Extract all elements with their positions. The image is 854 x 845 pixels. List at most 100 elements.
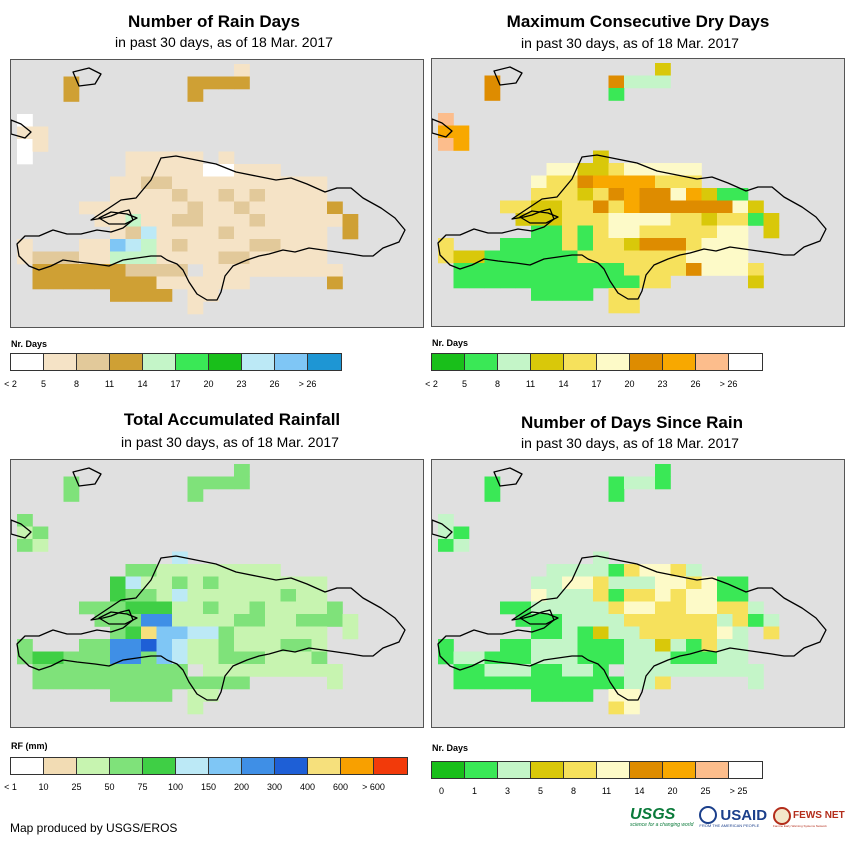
grid-cell (686, 651, 702, 665)
grid-cell (172, 151, 188, 165)
grid-cell (624, 238, 640, 251)
legend-swatch (630, 762, 663, 778)
grid-cell (701, 664, 718, 677)
grid-cell (265, 626, 281, 640)
legend-label: 0 (438, 786, 444, 796)
grid-cell (546, 175, 563, 189)
map-total-rainfall[interactable] (10, 459, 424, 728)
grid-cell (141, 614, 157, 627)
grid-cell (156, 289, 173, 302)
grid-cell (546, 564, 563, 577)
grid-cell (686, 639, 702, 652)
grid-cell (141, 651, 157, 665)
grid-cell (577, 664, 594, 677)
grid-cell (203, 289, 219, 302)
grid-cell (63, 276, 80, 290)
grid-cell (500, 639, 516, 652)
grid-cell (218, 239, 235, 252)
legend-swatch (531, 762, 564, 778)
grid-cell (469, 651, 485, 665)
grid-cell (32, 264, 49, 277)
panel-subtitle-total-rainfall: in past 30 days, as of 18 Mar. 2017 (121, 434, 339, 450)
grid-cell (203, 264, 219, 277)
grid-cell (438, 639, 454, 652)
grid-cell (17, 639, 33, 652)
grid-cell (546, 288, 563, 301)
grid-cell (296, 626, 312, 640)
grid-cell (732, 664, 749, 677)
map-rain-days[interactable] (10, 59, 424, 328)
legend-swatch (209, 354, 242, 370)
grid-cell (624, 676, 640, 690)
grid-cell (156, 214, 173, 227)
grid-cell (655, 213, 671, 226)
grid-cell (686, 188, 702, 201)
grid-cell (280, 226, 297, 240)
grid-cell (670, 263, 687, 276)
grid-cell (280, 214, 297, 227)
grid-cell (156, 589, 173, 602)
grid-cell (218, 476, 235, 490)
grid-cell (234, 576, 250, 590)
grid-cell (593, 676, 609, 690)
grid-cell (546, 689, 563, 702)
grid-cell (608, 300, 625, 314)
grid-cell (63, 676, 80, 690)
grid-cell (624, 601, 640, 615)
grid-cell (608, 476, 625, 490)
grid-cell (624, 664, 640, 677)
grid-cell (125, 664, 142, 677)
grid-cell (203, 76, 219, 90)
grid-cell (701, 639, 718, 652)
grid-cell (249, 201, 266, 215)
grid-cell (218, 651, 235, 665)
grid-cell (249, 189, 266, 202)
map-max-dry-days[interactable] (431, 58, 845, 327)
map-canvas (432, 63, 827, 314)
grid-cell (203, 251, 219, 265)
legend-label: < 1 (4, 782, 17, 792)
grid-cell (327, 214, 343, 227)
grid-cell (125, 226, 142, 240)
grid-cell (187, 489, 204, 502)
grid-cell (670, 175, 687, 189)
grid-cell (265, 264, 281, 277)
grid-cell (218, 176, 235, 190)
legend-label: > 26 (719, 379, 738, 389)
grid-cell (141, 164, 157, 177)
grid-cell (48, 276, 64, 290)
grid-cell (234, 676, 250, 690)
grid-cell (79, 201, 95, 215)
legend-labels-max-dry-days: < 2 5 8 11 14 17 20 23 26 > 26 (415, 379, 745, 389)
map-days-since-rain[interactable] (431, 459, 845, 728)
grid-cell (639, 576, 656, 590)
grid-cell (311, 651, 328, 665)
grid-cell (686, 263, 702, 276)
coastline-island (98, 211, 138, 225)
usaid-logo-mark: USAID (699, 806, 767, 824)
grid-cell (531, 188, 547, 201)
map-canvas (11, 64, 406, 315)
grid-cell (296, 614, 312, 627)
grid-cell (484, 489, 501, 502)
grid-cell (141, 626, 157, 640)
grid-cell (686, 564, 702, 577)
grid-cell (187, 576, 204, 590)
grid-cell (624, 639, 640, 652)
grid-cell (686, 601, 702, 615)
grid-cell (141, 564, 157, 577)
grid-cell (280, 189, 297, 202)
grid-cell (32, 276, 49, 290)
grid-cell (531, 589, 547, 602)
legend-title-rain-days: Nr. Days (11, 339, 48, 349)
grid-cell (686, 213, 702, 226)
grid-cell (203, 226, 219, 240)
grid-cell (593, 213, 609, 226)
grid-cell (172, 214, 188, 227)
legend-label: 75 (137, 782, 148, 792)
grid-cell (562, 676, 578, 690)
grid-cell (234, 639, 250, 652)
grid-cell (593, 564, 609, 577)
legend-label: 10 (38, 782, 49, 792)
grid-cell (686, 614, 702, 627)
